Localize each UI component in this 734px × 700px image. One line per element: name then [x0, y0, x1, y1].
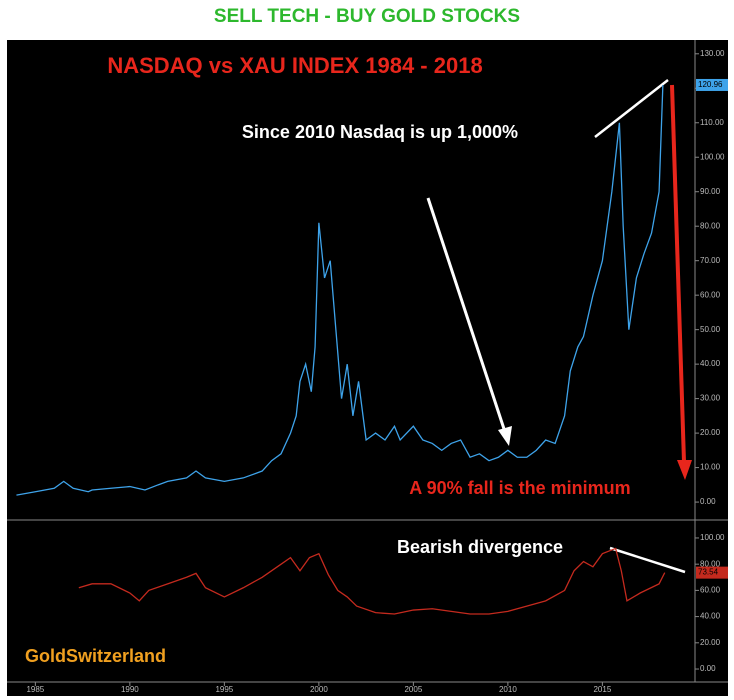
y-tick-label: 70.00	[700, 256, 721, 265]
arrow	[670, 84, 686, 463]
y-tick-label: 40.00	[700, 612, 721, 621]
y-tick-label: 90.00	[700, 187, 721, 196]
y-tick-label: 50.00	[700, 325, 721, 334]
arrow	[426, 197, 507, 433]
y-tick-label: 60.00	[700, 585, 721, 594]
y-tick-label: 40.00	[700, 359, 721, 368]
y-tick-label: 0.00	[700, 664, 716, 673]
y-tick-label: 80.00	[700, 221, 721, 230]
last-value-box	[696, 566, 728, 579]
last-value-label: 120.96	[698, 80, 723, 89]
y-tick-label: 20.00	[700, 638, 721, 647]
annotation: Bearish divergence	[397, 537, 563, 557]
y-tick-label: 0.00	[700, 497, 716, 506]
y-tick-label: 30.00	[700, 394, 721, 403]
x-tick-label: 1990	[121, 685, 139, 694]
trend-line	[609, 546, 686, 574]
y-tick-label: 20.00	[700, 428, 721, 437]
y-tick-label: 60.00	[700, 290, 721, 299]
last-value-box	[696, 78, 728, 91]
arrowhead	[677, 460, 692, 480]
y-tick-label: 110.00	[700, 118, 724, 127]
y-tick-label: 130.00	[700, 49, 725, 58]
x-tick-label: 2005	[404, 685, 422, 694]
last-value-label: 73.54	[698, 568, 719, 577]
annotation: A 90% fall is the minimum	[409, 478, 630, 498]
y-tick-label: 10.00	[700, 463, 721, 472]
arrowhead	[498, 426, 512, 446]
y-tick-label: 80.00	[700, 559, 721, 568]
annotation: Since 2010 Nasdaq is up 1,000%	[242, 122, 518, 142]
x-tick-label: 2010	[499, 685, 517, 694]
y-tick-label: 100.00	[700, 533, 725, 542]
chart-title: NASDAQ vs XAU INDEX 1984 - 2018	[107, 53, 482, 78]
page-title: SELL TECH - BUY GOLD STOCKS	[214, 6, 520, 27]
y-tick-label: 100.00	[700, 152, 725, 161]
data-line	[78, 547, 666, 615]
trend-line	[594, 79, 669, 138]
x-tick-label: 1995	[215, 685, 233, 694]
chart-area	[7, 40, 728, 696]
data-line	[16, 84, 664, 496]
watermark: GoldSwitzerland	[25, 646, 166, 666]
x-tick-label: 2015	[593, 685, 611, 694]
x-tick-label: 2000	[310, 685, 328, 694]
x-tick-label: 1985	[26, 685, 44, 694]
